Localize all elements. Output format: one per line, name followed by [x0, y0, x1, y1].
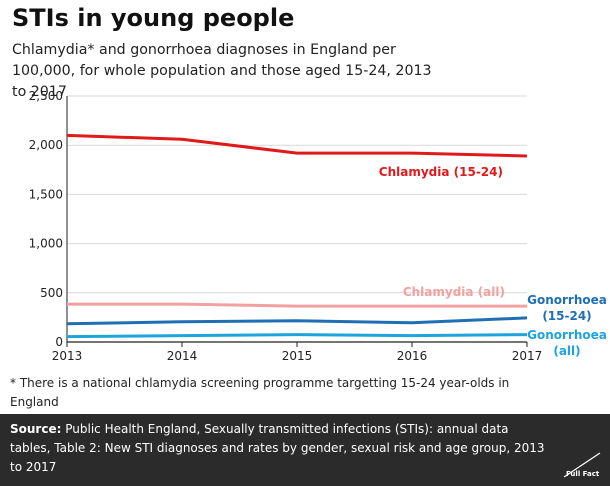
series-label: Gonorrhoea	[527, 328, 607, 342]
y-tick-label: 0	[55, 335, 63, 349]
source-bar: Source: Public Health England, Sexually …	[0, 414, 610, 486]
series-line	[66, 316, 528, 326]
y-tick-label: 1,000	[29, 237, 63, 251]
line-chart: 0 500 1,000 1,500 2,000 2,500 2013 2014 2015 2016…	[29, 89, 607, 363]
series-label: (15-24)	[542, 309, 591, 323]
series-label: Gonorrhoea	[527, 293, 607, 307]
x-tick-label: 2014	[167, 349, 198, 363]
series-line	[66, 133, 528, 158]
footnote: * There is a national chlamydia screenin…	[10, 376, 510, 409]
page-title: STIs in young people	[12, 4, 295, 32]
x-tick-label: 2013	[52, 349, 83, 363]
y-tick-label: 500	[40, 286, 63, 300]
x-tick-label: 2016	[397, 349, 428, 363]
logo-text: Full Fact	[566, 470, 600, 478]
source-label: Source:	[10, 422, 62, 436]
y-tick-label: 1,500	[29, 187, 63, 201]
x-tick-label: 2017	[512, 349, 543, 363]
series-label: Chlamydia (all)	[403, 285, 505, 299]
page-subtitle: Chlamydia* and gonorrhoea diagnoses in E…	[12, 42, 432, 100]
series-line	[67, 302, 527, 308]
source-text: Source: Public Health England, Sexually …	[10, 420, 550, 477]
x-tick-label: 2015	[282, 349, 313, 363]
series-label: (all)	[553, 344, 580, 358]
series-label: Chlamydia (15-24)	[379, 165, 503, 179]
y-tick-label: 2,500	[29, 89, 63, 103]
full-fact-logo: Full Fact	[563, 452, 601, 478]
y-tick-label: 2,000	[29, 138, 63, 152]
series-line	[66, 333, 528, 339]
source-body: Public Health England, Sexually transmit…	[10, 422, 545, 474]
